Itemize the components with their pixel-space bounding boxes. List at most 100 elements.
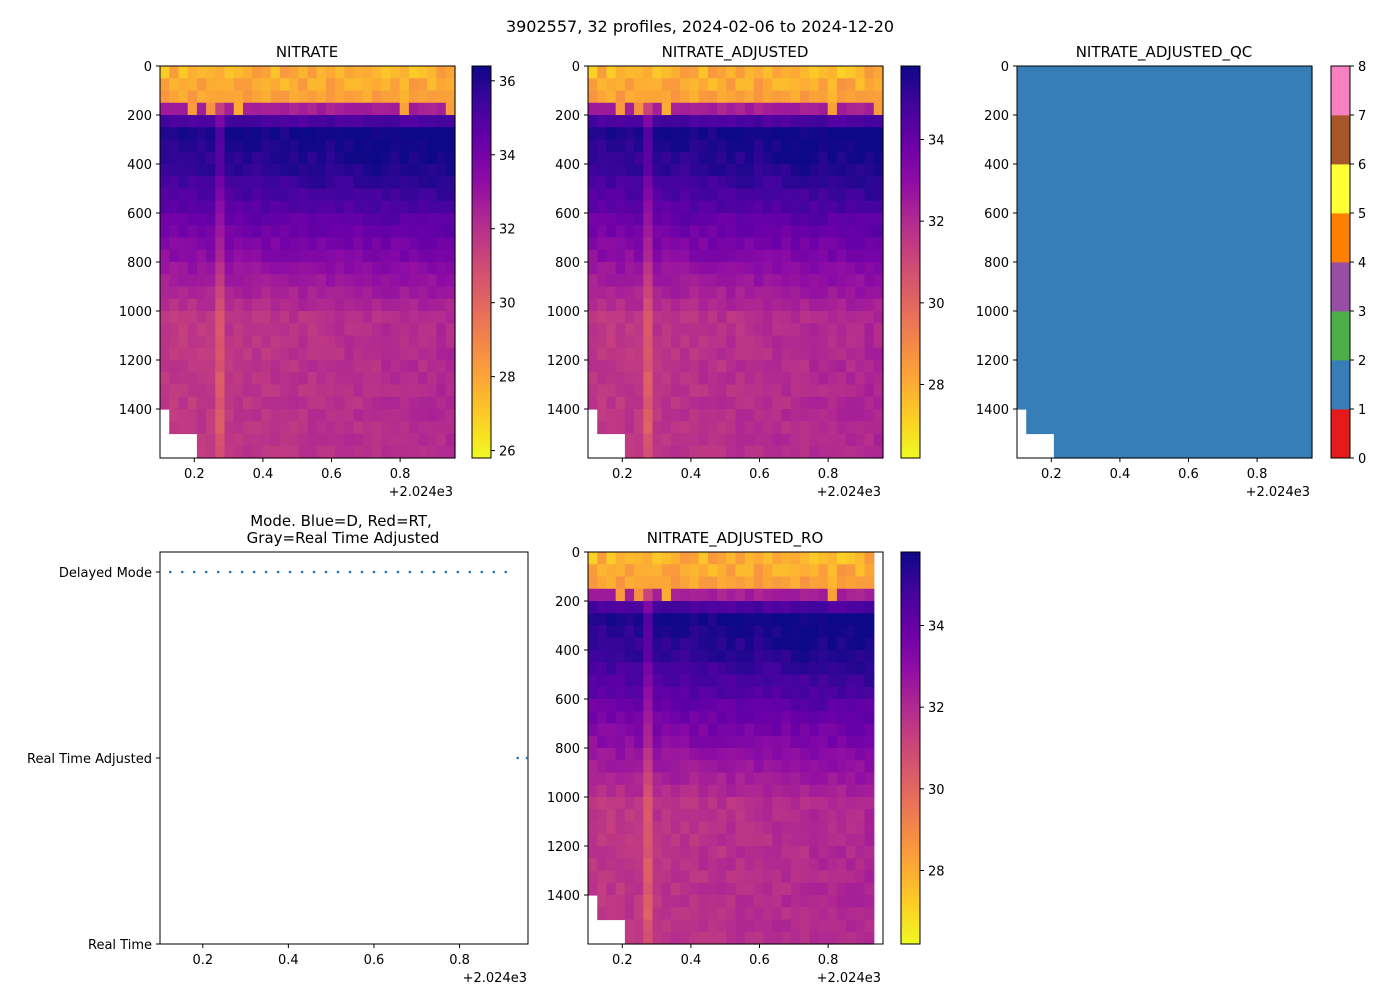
- heatmap-cell: [689, 797, 700, 810]
- heatmap-cell: [399, 139, 410, 153]
- heatmap-cell: [698, 127, 709, 141]
- colorbar-segment: [901, 741, 920, 746]
- heatmap-cell: [1099, 433, 1110, 447]
- heatmap-cell: [661, 384, 672, 398]
- heatmap-cell: [624, 188, 635, 202]
- heatmap-cell: [390, 127, 401, 141]
- heatmap-cell: [836, 200, 847, 214]
- heatmap-cell: [726, 372, 737, 386]
- heatmap-cell: [215, 200, 226, 214]
- heatmap-cell: [809, 360, 820, 373]
- heatmap-cell: [224, 188, 235, 202]
- heatmap-cell: [1035, 66, 1046, 79]
- heatmap-cell: [242, 78, 253, 92]
- heatmap-cell: [726, 858, 737, 872]
- heatmap-cell: [597, 662, 608, 676]
- heatmap-cell: [215, 372, 226, 386]
- heatmap-cell: [864, 919, 875, 933]
- colorbar-segment: [472, 291, 491, 296]
- heatmap-cell: [1247, 151, 1258, 165]
- heatmap-cell: [362, 188, 373, 202]
- heatmap-cell: [1035, 115, 1046, 128]
- heatmap-cell: [652, 699, 663, 712]
- heatmap-cell: [1247, 225, 1258, 239]
- heatmap-cell: [818, 78, 829, 92]
- heatmap-cell: [1229, 445, 1239, 459]
- heatmap-cell: [1081, 102, 1092, 116]
- heatmap-cell: [735, 552, 746, 565]
- heatmap-cell: [800, 237, 810, 251]
- heatmap-cell: [1099, 372, 1110, 386]
- heatmap-cell: [1026, 66, 1037, 79]
- heatmap-cell: [215, 445, 226, 459]
- heatmap-cell: [597, 637, 608, 651]
- heatmap-cell: [864, 433, 875, 447]
- heatmap-cell: [855, 421, 866, 435]
- heatmap-cell: [1081, 262, 1092, 275]
- heatmap-cell: [1275, 66, 1285, 79]
- heatmap-cell: [418, 237, 428, 251]
- heatmap-cell: [1256, 225, 1267, 239]
- heatmap-cell: [408, 213, 419, 226]
- heatmap-cell: [1182, 115, 1193, 128]
- heatmap-cell: [445, 347, 456, 361]
- heatmap-cell: [381, 286, 392, 300]
- heatmap-cell: [698, 200, 709, 214]
- heatmap-cell: [399, 188, 410, 202]
- heatmap-cell: [1072, 66, 1083, 79]
- heatmap-cell: [233, 347, 244, 361]
- heatmap-cell: [744, 225, 755, 239]
- heatmap-cell: [652, 919, 663, 933]
- heatmap-cell: [196, 225, 207, 239]
- heatmap-cell: [233, 286, 244, 300]
- heatmap-cell: [261, 151, 272, 165]
- colorbar-segment: [901, 422, 920, 426]
- heatmap-cell: [307, 213, 318, 226]
- heatmap-cell: [1265, 347, 1276, 361]
- heatmap-cell: [772, 686, 783, 700]
- heatmap-cell: [809, 552, 820, 565]
- heatmap-cell: [1035, 78, 1046, 92]
- heatmap-cell: [818, 711, 829, 725]
- heatmap-cell: [634, 919, 644, 933]
- heatmap-cell: [1155, 139, 1166, 153]
- heatmap-cell: [790, 772, 801, 786]
- heatmap-cell: [800, 637, 810, 651]
- heatmap-cell: [1201, 323, 1212, 337]
- heatmap-cell: [726, 895, 737, 908]
- heatmap-cell: [279, 445, 290, 459]
- heatmap-cell: [1293, 335, 1304, 349]
- heatmap-cell: [726, 821, 737, 835]
- heatmap-cell: [215, 102, 226, 116]
- heatmap-cell: [781, 797, 792, 810]
- heatmap-cell: [763, 225, 773, 239]
- heatmap-cell: [325, 298, 336, 312]
- heatmap-cell: [1026, 213, 1037, 226]
- heatmap-cell: [606, 674, 617, 688]
- heatmap-cell: [427, 102, 438, 116]
- heatmap-cell: [289, 176, 299, 190]
- heatmap-cell: [670, 139, 681, 153]
- heatmap-cell: [1127, 396, 1138, 410]
- heatmap-cell: [206, 298, 216, 312]
- heatmap-cell: [698, 176, 709, 190]
- heatmap-cell: [818, 821, 829, 835]
- heatmap-cell: [735, 760, 746, 774]
- heatmap-cell: [206, 66, 216, 79]
- heatmap-cell: [643, 127, 654, 141]
- heatmap-cell: [800, 102, 810, 116]
- heatmap-cell: [1210, 323, 1221, 337]
- heatmap-cell: [1127, 335, 1138, 349]
- colorbar-segment: [901, 689, 920, 693]
- heatmap-cell: [790, 870, 801, 884]
- heatmap-cell: [753, 613, 764, 627]
- heatmap-cell: [372, 347, 382, 361]
- heatmap-cell: [289, 213, 299, 226]
- heatmap-cell: [206, 164, 216, 177]
- heatmap-cell: [279, 127, 290, 141]
- heatmap-cell: [1146, 421, 1156, 435]
- heatmap-cell: [846, 846, 856, 859]
- heatmap-cell: [726, 396, 737, 410]
- heatmap-cell: [1118, 421, 1129, 435]
- heatmap-cell: [1109, 409, 1120, 422]
